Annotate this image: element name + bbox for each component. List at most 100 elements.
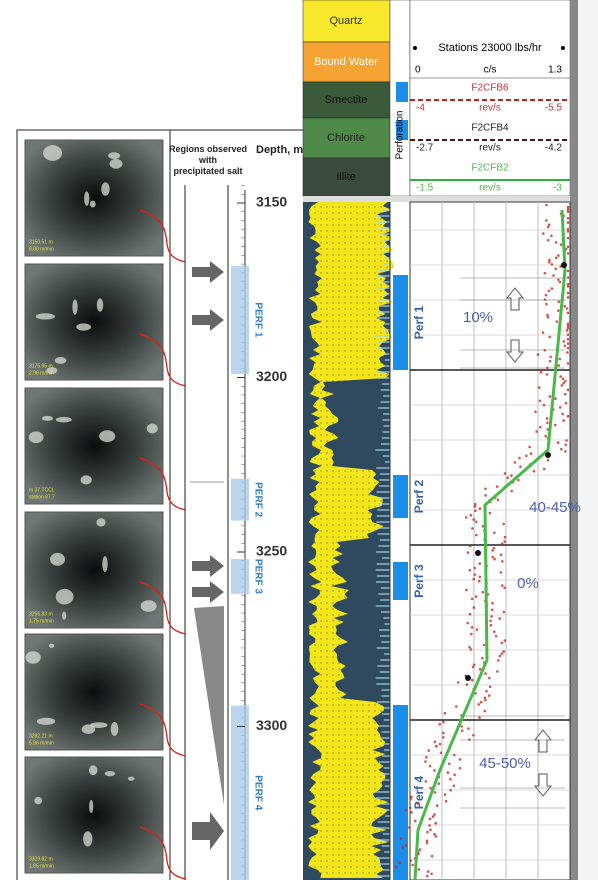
spinner-sample — [566, 351, 569, 354]
depth-title: Depth, m — [256, 144, 303, 156]
spinner-sample — [484, 494, 487, 497]
salt-deposit — [108, 152, 120, 159]
spinner-sample — [491, 609, 494, 612]
station — [475, 550, 481, 556]
spinner-sample — [471, 626, 474, 629]
curve-unit: rev/s — [479, 103, 501, 114]
spinner-sample — [434, 741, 437, 744]
spinner-sample — [468, 738, 471, 741]
spinner-sample — [429, 818, 432, 821]
salt-deposit — [56, 417, 72, 423]
spinner-sample — [439, 743, 442, 746]
salt-deposit — [56, 589, 74, 605]
spinner-sample — [525, 455, 528, 458]
spinner-sample — [533, 470, 536, 473]
spinner-sample — [433, 833, 436, 836]
lithology-label: Quartz — [329, 15, 362, 27]
perf-label: Perf 2 — [412, 480, 426, 514]
spinner-sample — [554, 268, 557, 271]
spinner-sample — [562, 419, 565, 422]
salt-deposit — [84, 191, 89, 206]
spinner-sample — [444, 712, 447, 715]
salt-deposit — [72, 299, 77, 314]
spinner-sample — [427, 749, 430, 752]
station — [545, 452, 551, 458]
spinner-sample — [503, 611, 506, 614]
salt-deposit — [128, 777, 135, 781]
spinner-sample — [418, 868, 421, 871]
spinner-sample — [567, 334, 570, 337]
spinner-sample — [557, 309, 560, 312]
spinner-sample — [503, 587, 506, 590]
spinner-sample — [474, 573, 477, 576]
spinner-sample — [567, 217, 570, 220]
spinner-sample — [488, 677, 491, 680]
spinner-sample — [426, 875, 429, 878]
flow-annotation: 40-45% — [529, 499, 581, 516]
spinner-sample — [565, 439, 568, 442]
spinner-sample — [500, 571, 503, 574]
spinner-sample — [564, 450, 567, 453]
spinner-sample — [564, 380, 567, 383]
spinner-sample — [438, 723, 441, 726]
page: {"left_panel": { "column_title": "Region… — [0, 0, 598, 880]
spinner-sample — [478, 580, 481, 583]
spinner-sample — [551, 263, 554, 266]
spinner-sample — [475, 595, 478, 598]
spinner-sample — [547, 239, 550, 242]
spinner-sample — [542, 331, 545, 334]
spinner-sample — [557, 364, 560, 367]
spinner-sample — [496, 485, 499, 488]
perf-zone — [393, 275, 408, 370]
spinner-sample — [557, 301, 560, 304]
spinner-sample — [530, 452, 533, 455]
spinner-sample — [460, 725, 463, 728]
spinner-sample — [409, 807, 412, 810]
spinner-sample — [545, 204, 548, 207]
spinner-sample — [567, 246, 570, 249]
spinner-sample — [442, 721, 445, 724]
spinner-sample — [493, 558, 496, 561]
spinner-sample — [428, 824, 431, 827]
perf-zone — [393, 475, 408, 518]
spinner-sample — [429, 829, 432, 832]
marker — [561, 46, 565, 50]
spinner-sample — [540, 371, 543, 374]
spinner-sample — [549, 360, 552, 363]
spinner-sample — [426, 831, 429, 834]
spinner-sample — [430, 873, 433, 876]
spinner-sample — [497, 659, 500, 662]
spinner-sample — [465, 589, 468, 592]
spinner-sample — [466, 683, 469, 686]
spinner-sample — [562, 382, 565, 385]
spinner-sample — [411, 864, 414, 867]
right-edge — [570, 0, 578, 880]
spinner-sample — [476, 628, 479, 631]
spinner-sample — [490, 624, 493, 627]
spinner-sample — [545, 303, 548, 306]
spinner-sample — [567, 347, 570, 350]
spinner-sample — [474, 510, 477, 513]
spinner-sample — [479, 507, 482, 510]
spinner-sample — [539, 400, 542, 403]
spinner-sample — [518, 457, 521, 460]
spinner-sample — [405, 844, 408, 847]
spinner-sample — [565, 402, 568, 405]
station — [561, 262, 567, 268]
spinner-sample — [481, 657, 484, 660]
spinner-sample — [503, 540, 506, 543]
spinner-sample — [477, 703, 480, 706]
lithology-label: Bound Water — [314, 56, 378, 68]
salt-deposit — [97, 298, 103, 311]
curve-left: -4 — [416, 103, 425, 114]
spinner-sample — [472, 518, 475, 521]
spinner-sample — [563, 305, 566, 308]
spinner-sample — [564, 393, 567, 396]
spinner-sample — [489, 686, 492, 689]
curve-left: -1.5 — [416, 183, 434, 194]
perf-zone — [393, 705, 408, 880]
spinner-sample — [484, 672, 487, 675]
spinner-sample — [470, 633, 473, 636]
curve-name: F2CFB6 — [471, 83, 509, 94]
spinner-sample — [567, 237, 570, 240]
